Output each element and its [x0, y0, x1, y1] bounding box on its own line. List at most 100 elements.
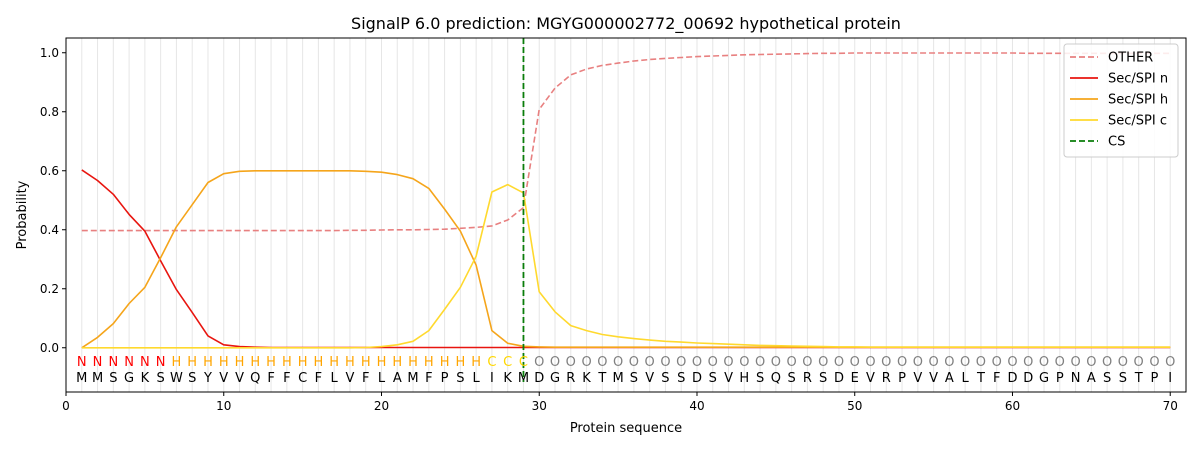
region-label: O [629, 355, 639, 370]
legend-label: Sec/SPI n [1108, 72, 1168, 87]
series-line-sec-spi-h [81, 170, 1171, 349]
residue-letter: R [803, 371, 812, 386]
region-label: N [140, 355, 150, 370]
region-label: O [897, 355, 907, 370]
residue-letter: L [473, 371, 481, 386]
residue-letter: R [882, 371, 891, 386]
residue-letter: G [550, 371, 560, 386]
region-label: O [708, 355, 718, 370]
residue-letter: S [677, 371, 685, 386]
residue-letter: V [866, 371, 875, 386]
region-label: N [77, 355, 87, 370]
legend: OTHER Sec/SPI n Sec/SPI h Sec/SPI c CS [1063, 43, 1179, 158]
x-tick-label: 0 [62, 399, 70, 413]
residue-letter: H [739, 371, 749, 386]
region-label: O [581, 355, 591, 370]
residue-letter: F [362, 371, 369, 386]
residue-letter: V [724, 371, 733, 386]
y-tick-label: 0.6 [40, 164, 59, 178]
residue-letter: K [582, 371, 591, 386]
region-label: O [1118, 355, 1128, 370]
residue-letter: F [315, 371, 322, 386]
region-label: O [802, 355, 812, 370]
residue-letter: S [1119, 371, 1127, 386]
residue-letter: E [851, 371, 859, 386]
region-label: O [692, 355, 702, 370]
region-label: O [550, 355, 560, 370]
residue-letter: V [645, 371, 654, 386]
region-label: O [928, 355, 938, 370]
region-label: O [771, 355, 781, 370]
region-label: H [298, 355, 308, 370]
region-label: O [1055, 355, 1065, 370]
y-tick-label: 0.0 [40, 341, 59, 355]
x-tick-label: 30 [532, 399, 547, 413]
residue-letter: V [235, 371, 244, 386]
residue-letter: S [756, 371, 764, 386]
region-label: O [1039, 355, 1049, 370]
residue-letter: S [1103, 371, 1111, 386]
residue-letter: P [898, 371, 906, 386]
sequence-track: NMNMNSNGNKNSHWHSHYHVHVHQHFHFHCHFHLHVHFHL… [76, 355, 1175, 386]
region-label: H [203, 355, 213, 370]
region-label: N [124, 355, 134, 370]
residue-letter: A [1087, 371, 1096, 386]
residue-letter: M [76, 371, 87, 386]
x-tick-label: 40 [689, 399, 704, 413]
region-label: H [329, 355, 339, 370]
x-tick-label: 70 [1163, 399, 1178, 413]
region-label: H [392, 355, 402, 370]
legend-box [1063, 43, 1179, 158]
region-label: H [250, 355, 260, 370]
region-label: H [187, 355, 197, 370]
residue-letter: D [834, 371, 844, 386]
residue-letter: M [92, 371, 103, 386]
region-label: O [1102, 355, 1112, 370]
region-label: O [944, 355, 954, 370]
region-label: O [534, 355, 544, 370]
region-label: O [1023, 355, 1033, 370]
region-label: O [992, 355, 1002, 370]
residue-letter: T [597, 371, 606, 386]
region-label: H [440, 355, 450, 370]
region-label: O [1165, 355, 1175, 370]
residue-letter: D [1023, 371, 1033, 386]
region-label: H [266, 355, 276, 370]
residue-letter: W [170, 371, 183, 386]
region-label: O [676, 355, 686, 370]
residue-letter: R [566, 371, 575, 386]
residue-letter: Q [250, 371, 260, 386]
region-label: O [913, 355, 923, 370]
residue-letter: I [490, 371, 494, 386]
residue-letter: L [378, 371, 386, 386]
region-label: H [408, 355, 418, 370]
residue-letter: D [534, 371, 544, 386]
region-label: O [597, 355, 607, 370]
region-label: O [818, 355, 828, 370]
residue-letter: P [441, 371, 449, 386]
residue-letter: G [1039, 371, 1049, 386]
residue-letter: P [1151, 371, 1159, 386]
x-tick-label: 10 [216, 399, 231, 413]
region-label: H [471, 355, 481, 370]
residue-letter: V [345, 371, 354, 386]
region-label: H [361, 355, 371, 370]
residue-letter: V [929, 371, 938, 386]
region-label: O [613, 355, 623, 370]
residue-letter: V [219, 371, 228, 386]
y-tick-label: 0.8 [40, 105, 59, 119]
residue-letter: M [407, 371, 418, 386]
region-label: N [156, 355, 166, 370]
region-label: O [1086, 355, 1096, 370]
residue-letter: M [613, 371, 624, 386]
residue-letter: S [819, 371, 827, 386]
region-label: O [566, 355, 576, 370]
x-tick-label: 60 [1005, 399, 1020, 413]
y-axis-label: Probability [15, 180, 30, 249]
residue-letter: F [283, 371, 290, 386]
region-label: C [487, 355, 496, 370]
residue-letter: V [913, 371, 922, 386]
region-label: O [1149, 355, 1159, 370]
region-label: H [345, 355, 355, 370]
region-label: O [865, 355, 875, 370]
